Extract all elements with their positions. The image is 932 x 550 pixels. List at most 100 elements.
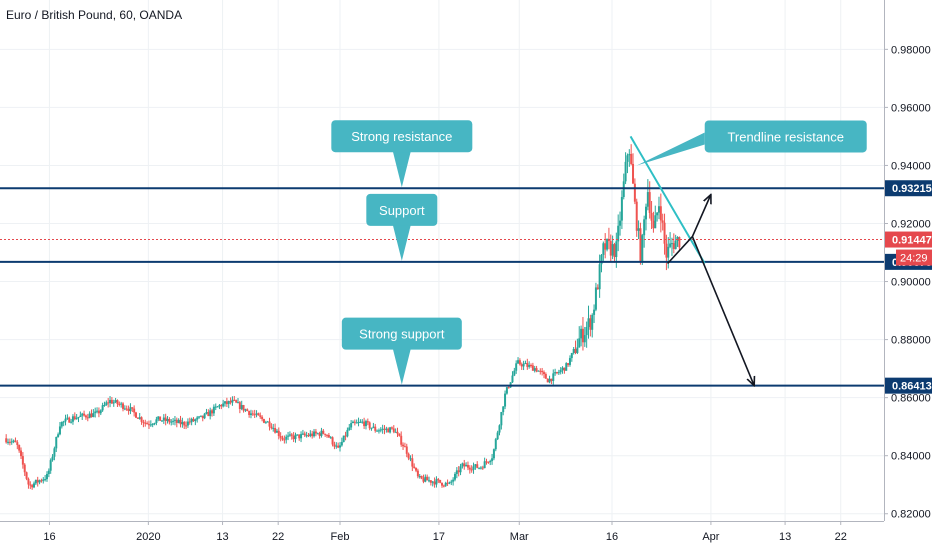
candle-body (99, 410, 102, 414)
candle-body (589, 318, 592, 330)
candle-body (392, 428, 395, 432)
candle-body (14, 440, 17, 443)
candle-body (261, 416, 264, 420)
candle-body (576, 347, 579, 353)
x-tick-label: 16 (43, 531, 55, 543)
candle-body (140, 417, 143, 422)
candle-body (394, 431, 397, 433)
candle-body (453, 473, 456, 480)
candle-body (441, 482, 443, 486)
candle-body (463, 463, 466, 467)
level-price-badge (885, 377, 932, 394)
candle-body (238, 402, 241, 409)
candle-body (611, 244, 614, 256)
candle-body (376, 430, 379, 432)
candle-body (366, 421, 369, 423)
callout: Support (366, 193, 438, 261)
candle-body (528, 364, 531, 367)
candle-body (600, 254, 603, 265)
candle-body (68, 417, 71, 423)
candle-body (355, 422, 358, 424)
candle-body (535, 368, 538, 372)
candle-body (468, 467, 471, 470)
candle-body (583, 335, 586, 343)
x-axis[interactable]: 16 2020 13 22 Feb 17 Mar 16 Apr 13 22 (0, 521, 884, 550)
candle-body (31, 485, 34, 488)
candle-body (363, 421, 366, 427)
candle-body (298, 434, 301, 439)
candle-body (290, 434, 293, 436)
candle-body (229, 401, 232, 403)
candle-body (496, 432, 499, 440)
candle-body (617, 225, 620, 242)
candle-body (170, 421, 173, 423)
callout-pointer (392, 224, 411, 261)
callout-box (331, 120, 473, 153)
candle-body (565, 363, 568, 371)
x-tick-label: 17 (433, 531, 445, 543)
candle-body (544, 374, 547, 379)
candle-body (643, 219, 646, 236)
candle-body (530, 364, 533, 366)
candle-body (650, 212, 653, 221)
candle-body (162, 417, 165, 421)
candle-body (103, 404, 106, 406)
candle-body (552, 373, 555, 381)
candle-body (90, 413, 93, 418)
candle-body (138, 417, 141, 419)
candle-body (309, 433, 312, 436)
candle-body (455, 470, 458, 474)
candle-body (227, 401, 230, 405)
candle-body (231, 399, 234, 403)
candle-body (287, 435, 290, 437)
candle-body (578, 338, 581, 348)
candle-body (385, 428, 388, 430)
candle-body (75, 418, 78, 420)
candle-body (331, 437, 334, 445)
candle-body (218, 405, 221, 407)
candle-body (606, 238, 609, 250)
candle-body (437, 479, 440, 481)
candle-body (661, 220, 664, 223)
candle-body (146, 423, 149, 425)
y-tick-label: 0.92000 (891, 218, 931, 230)
candle-body (353, 421, 356, 423)
candle-body (570, 353, 573, 359)
candle-body (157, 416, 160, 420)
candle-body (186, 421, 189, 426)
candle-body (129, 407, 132, 412)
candle-body (233, 399, 236, 401)
y-axis[interactable]: 0.98000 0.96000 0.94000 0.92000 0.90000 0.880… (884, 0, 932, 550)
level-price-badge (885, 180, 932, 197)
candle-body (381, 428, 384, 430)
candle-body (604, 243, 607, 250)
candle-body (502, 406, 505, 413)
candle-body (160, 420, 163, 422)
candle-body (116, 400, 119, 405)
candle-body (470, 469, 473, 471)
x-tick-label: Mar (510, 531, 529, 543)
candle-body (333, 444, 336, 447)
candle-body (192, 418, 195, 422)
candle-body (498, 425, 501, 433)
callout-label: Support (379, 203, 425, 218)
candle-body (374, 426, 377, 431)
candle-body (318, 433, 321, 436)
candle-body (225, 401, 228, 405)
candle-body (678, 237, 681, 248)
candle-body (25, 472, 28, 479)
candle-body (619, 220, 622, 226)
candle-body (474, 464, 477, 467)
candle-body (511, 375, 514, 383)
candle-body (372, 426, 375, 428)
candle-body (18, 445, 21, 451)
candle-body (620, 197, 623, 221)
x-tick-label: 22 (835, 531, 847, 543)
candle-body (181, 422, 184, 425)
candle-body (175, 419, 178, 423)
candle-body (66, 417, 69, 419)
candle-body (422, 478, 425, 482)
candle-body (429, 480, 432, 483)
candle-body (459, 466, 462, 473)
